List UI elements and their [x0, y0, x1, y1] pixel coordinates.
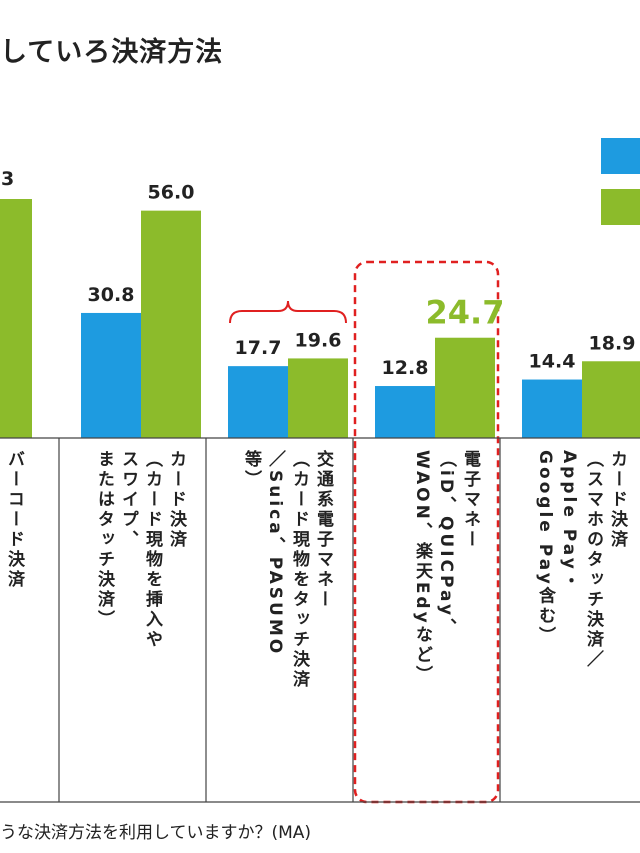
category-label-2: 交通系電子マネー （カード現物をタッチ決済 ／Suica、PASUMO 等）: [241, 450, 333, 690]
highlight-box: [353, 260, 500, 804]
value-label-blue-2: 17.7: [235, 337, 282, 359]
category-label-3: 電子マネー （iD、QUICPay、 WAON、楽天Edyなど）: [412, 450, 480, 686]
bar-blue-4: [522, 379, 582, 438]
value-label-green-3: 24.7: [426, 294, 505, 332]
value-label-green-0: .3: [0, 168, 14, 190]
value-label-green-4: 18.9: [589, 332, 636, 354]
value-label-blue-3: 12.8: [382, 357, 429, 379]
value-label-blue-1: 30.8: [88, 284, 135, 306]
chart-title: していろ決済方法: [0, 37, 224, 68]
bar-green-3: [435, 337, 495, 438]
bar-green-2: [288, 358, 348, 438]
legend-swatch-green: [601, 189, 640, 225]
question-footnote: うな決済方法を利用していますか？(MA): [0, 823, 312, 843]
category-label-1: カード決済 （カード現物を挿入や スワイプ、 またはタッチ決済）: [94, 450, 186, 650]
value-label-green-2: 19.6: [295, 329, 342, 351]
bar-green-1: [141, 210, 201, 438]
value-label-green-1: 56.0: [148, 182, 195, 204]
brace: [229, 300, 347, 324]
category-label-0: バーコード決済: [4, 450, 24, 590]
bar-green-4: [582, 361, 640, 438]
bar-green-0: [0, 199, 32, 438]
category-label-4: カード決済 （スマホのタッチ決済／ Apple Pay・ Google Pay含…: [535, 450, 627, 670]
bar-blue-3: [375, 386, 435, 438]
bar-blue-2: [228, 366, 288, 438]
bar-blue-1: [81, 312, 141, 438]
legend-swatch-blue: [601, 138, 640, 174]
value-label-blue-4: 14.4: [529, 351, 576, 373]
